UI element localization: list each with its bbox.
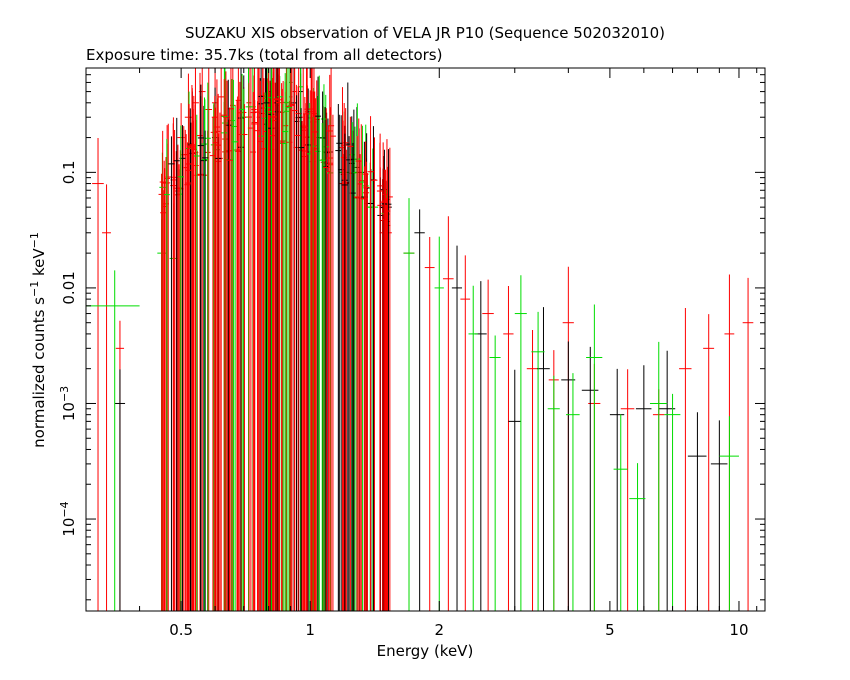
y-tick-label-base: 10 bbox=[60, 402, 78, 421]
y-tick-label: 0.1 bbox=[60, 160, 78, 184]
y-tick-label: 0.01 bbox=[60, 271, 78, 304]
y-tick-label-exp: −4 bbox=[58, 501, 71, 517]
y-tick-label: 10−3 bbox=[58, 386, 78, 421]
y-tick-label: 10−4 bbox=[58, 501, 78, 536]
y-tick-label-exp: −3 bbox=[58, 386, 71, 402]
x-tick-label: 1 bbox=[305, 621, 315, 639]
y-axis-label-exp1: −1 bbox=[28, 281, 41, 297]
y-tick-label-base: 0.01 bbox=[60, 271, 78, 304]
series-layer bbox=[86, 68, 754, 611]
chart-title: SUZAKU XIS observation of VELA JR P10 (S… bbox=[185, 24, 665, 42]
y-axis-label-mid: keV bbox=[30, 248, 48, 281]
y-tick-label-base: 0.1 bbox=[60, 160, 78, 184]
x-tick-label: 10 bbox=[729, 621, 748, 639]
x-tick-label: 2 bbox=[434, 621, 444, 639]
y-axis-label: normalized counts s−1 keV−1 bbox=[28, 232, 48, 448]
x-axis-label: Energy (keV) bbox=[377, 642, 474, 660]
y-tick-label-base: 10 bbox=[60, 518, 78, 537]
plot-frame bbox=[85, 67, 766, 612]
x-tick-label: 0.5 bbox=[169, 621, 193, 639]
y-axis-label-base: normalized counts s bbox=[30, 297, 48, 448]
series-1 bbox=[114, 68, 728, 611]
x-tick-label: 5 bbox=[605, 621, 615, 639]
chart-subtitle: Exposure time: 35.7ks (total from all de… bbox=[86, 46, 442, 64]
dense-error-bars bbox=[158, 68, 393, 611]
y-axis-label-exp2: −1 bbox=[28, 232, 41, 248]
